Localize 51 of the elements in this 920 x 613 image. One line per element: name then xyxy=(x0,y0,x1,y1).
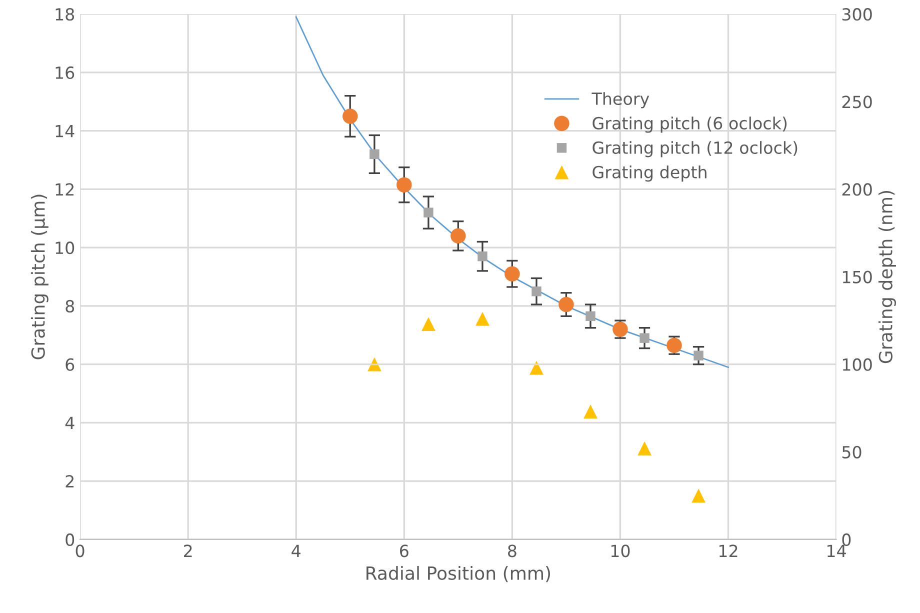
x-tick-label: 2 xyxy=(184,544,192,557)
legend-label: Grating pitch (12 oclock) xyxy=(592,141,798,158)
y2-tick-label: 50 xyxy=(842,446,862,458)
y-tick-label: 6 xyxy=(66,358,74,371)
y2-tick-label: 300 xyxy=(842,8,872,21)
x-tick-label: 4 xyxy=(292,544,300,557)
point xyxy=(422,317,436,331)
y-tick-label: 8 xyxy=(66,300,74,313)
point xyxy=(342,108,358,124)
point xyxy=(450,228,466,244)
x-axis-title: Radial Position (mm) xyxy=(366,566,550,582)
x-tick-label: 0 xyxy=(76,544,84,558)
point xyxy=(584,404,598,419)
y-tick-label: 10 xyxy=(56,242,74,254)
point xyxy=(424,208,434,218)
x-tick-label: 12 xyxy=(719,544,738,557)
point xyxy=(367,357,382,372)
x-tick-label: 6 xyxy=(400,544,408,558)
y-tick-label: 4 xyxy=(65,416,74,430)
x-tick-label: 10 xyxy=(611,544,630,558)
point xyxy=(692,488,706,503)
point xyxy=(586,311,596,322)
point xyxy=(476,312,490,326)
point xyxy=(694,350,704,360)
y2-tick-label: 0 xyxy=(842,533,851,546)
point xyxy=(640,333,650,343)
legend-label: Grating pitch (6 oclock) xyxy=(592,116,787,133)
point xyxy=(396,177,412,192)
y-tick-label: 0 xyxy=(66,533,74,546)
point xyxy=(638,441,652,456)
y-tick-label: 14 xyxy=(56,125,74,138)
point xyxy=(478,251,488,262)
x-tick-label: 14 xyxy=(828,544,846,557)
y2-tick-label: 150 xyxy=(842,270,872,284)
y2-tick-label: 250 xyxy=(842,96,872,108)
legend-label: Theory xyxy=(592,92,650,108)
x-tick-label: 8 xyxy=(508,544,516,558)
y2-tick-label: 200 xyxy=(842,183,872,196)
legend-label: Grating depth xyxy=(592,166,706,182)
point xyxy=(504,266,520,282)
y-tick-label: 12 xyxy=(56,183,74,196)
y2-tick-label: 100 xyxy=(842,358,872,371)
y-tick-label: 16 xyxy=(56,66,74,80)
y-tick-label: 18 xyxy=(56,8,74,21)
point xyxy=(558,296,574,312)
point xyxy=(530,360,544,375)
point xyxy=(532,286,542,296)
point xyxy=(370,149,380,160)
y-axis-title: Grating pitch (µm) xyxy=(30,194,48,360)
y-tick-label: 2 xyxy=(66,475,74,488)
y2-axis-title: Grating depth (nm) xyxy=(878,191,896,364)
